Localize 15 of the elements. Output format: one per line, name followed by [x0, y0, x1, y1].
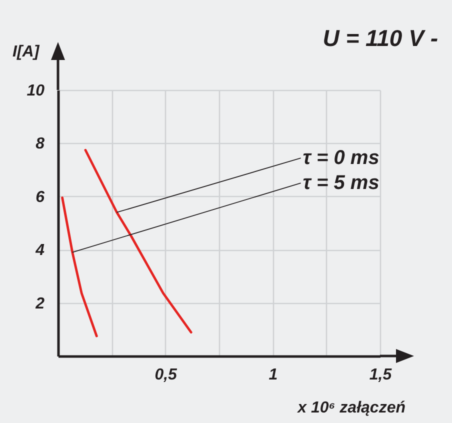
line-series [61, 196, 98, 338]
y-tick-label: 2 [34, 295, 45, 312]
y-tick-label: 6 [36, 188, 45, 206]
x-tick-label: 0,5 [154, 366, 178, 384]
y-axis-title: I[A] [12, 44, 40, 60]
x-tick-label: 1,5 [369, 366, 393, 384]
y-tick-label: 8 [36, 136, 45, 153]
line-series [84, 148, 192, 334]
y-tick-label: 4 [34, 242, 45, 260]
annotation: τ = 5 ms [302, 172, 380, 194]
x-axis-title: x 10⁶ załączeń [296, 400, 406, 416]
x-tick-label: 1 [268, 366, 278, 384]
chart-title: U = 110 V - [322, 25, 438, 51]
y-tick-label: 10 [26, 82, 45, 100]
annotation: τ = 0 ms [302, 147, 380, 170]
